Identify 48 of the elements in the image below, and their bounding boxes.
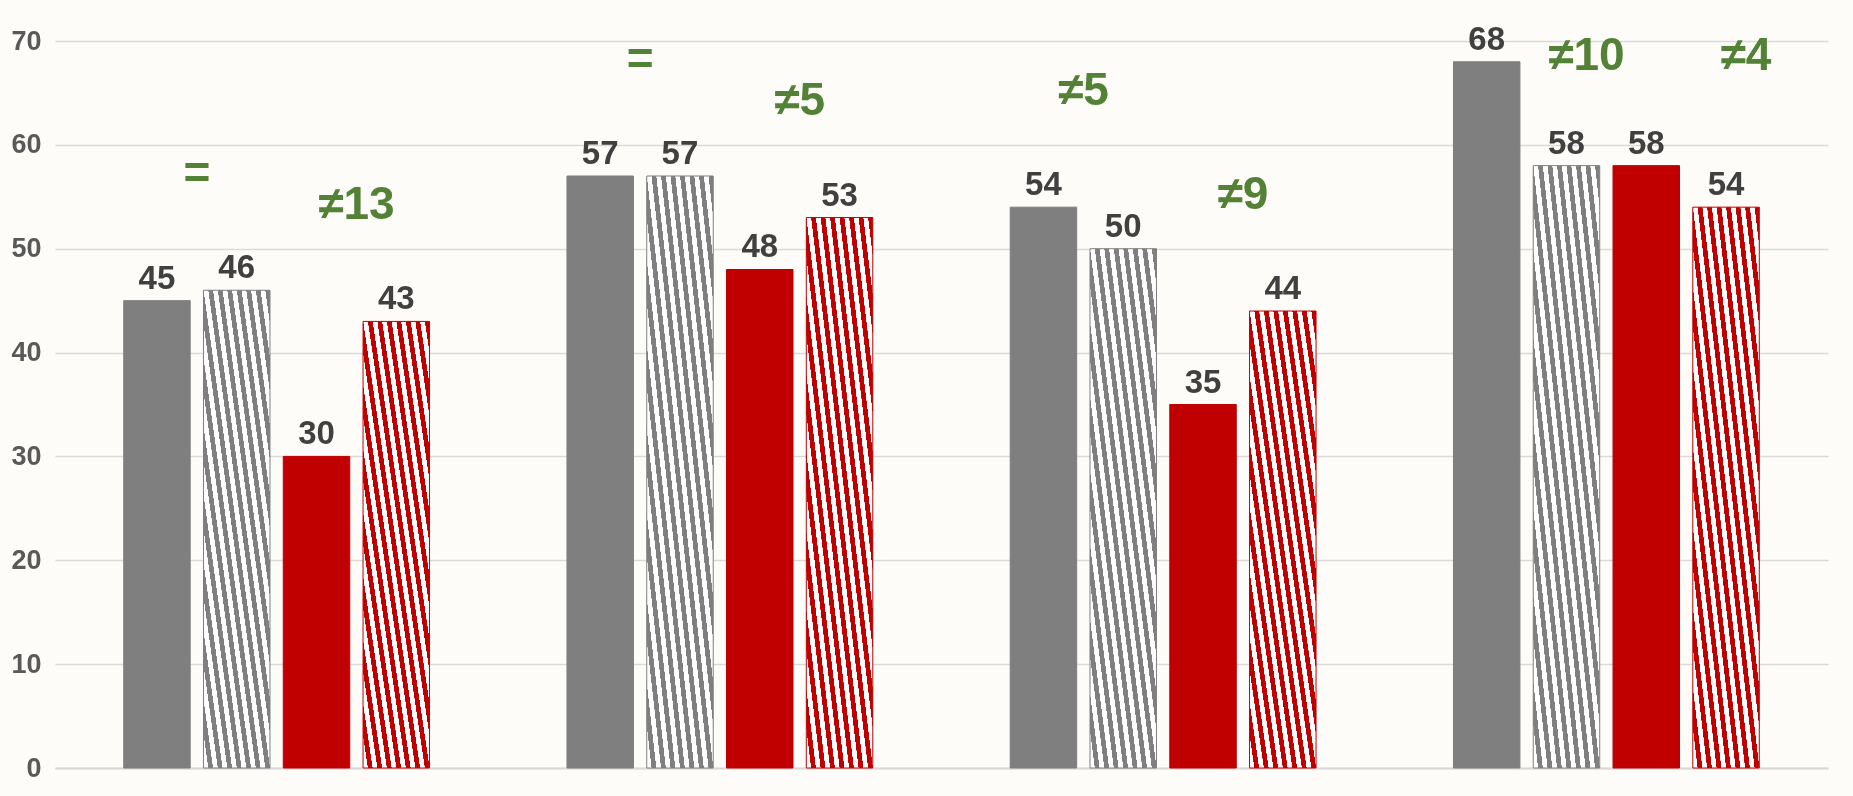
data-label: 46	[218, 248, 256, 286]
bar	[1249, 310, 1317, 769]
data-label: 58	[1627, 123, 1665, 161]
bar	[646, 175, 714, 769]
bar	[1532, 165, 1601, 769]
annotation: ≠13	[318, 177, 395, 230]
annotation: ≠9	[1217, 166, 1269, 219]
y-tick-label: 60	[11, 129, 42, 160]
data-label: 44	[1264, 269, 1302, 307]
y-tick-label: 0	[26, 752, 42, 783]
data-label: 54	[1025, 165, 1063, 203]
data-label: 30	[298, 414, 335, 452]
data-label: 48	[741, 227, 779, 265]
bar	[1612, 165, 1681, 769]
bar	[805, 217, 874, 769]
bar	[282, 455, 351, 769]
y-tick-label: 20	[11, 544, 42, 575]
bar	[202, 289, 271, 769]
bar	[1009, 206, 1078, 769]
data-label: 45	[138, 258, 176, 296]
annotation: =	[626, 31, 654, 84]
bar	[362, 320, 431, 769]
data-label: 43	[377, 279, 415, 317]
data-label: 58	[1548, 123, 1585, 161]
data-label: 35	[1184, 362, 1222, 400]
data-label: 54	[1707, 165, 1746, 203]
y-tick-label: 70	[11, 25, 42, 56]
annotation: =	[183, 145, 211, 198]
y-tick-label: 30	[11, 440, 42, 471]
bar	[123, 300, 191, 769]
y-tick-label: 40	[11, 337, 42, 368]
data-label: 57	[581, 134, 619, 172]
y-tick-label: 10	[11, 648, 42, 679]
y-tick-label: 50	[11, 233, 42, 264]
annotation: ≠5	[774, 73, 826, 126]
bar	[1089, 248, 1157, 769]
annotation: ≠5	[1057, 62, 1109, 115]
bar	[1452, 61, 1521, 769]
bar	[566, 175, 634, 769]
data-label: 50	[1104, 206, 1142, 244]
bar	[726, 268, 794, 769]
annotation: ≠10	[1548, 27, 1625, 80]
bar	[1169, 404, 1237, 769]
annotation: ≠4	[1720, 27, 1772, 80]
data-label: 57	[661, 134, 699, 172]
bar	[1692, 206, 1760, 769]
data-label: 68	[1468, 19, 1506, 57]
data-label: 53	[821, 175, 858, 213]
